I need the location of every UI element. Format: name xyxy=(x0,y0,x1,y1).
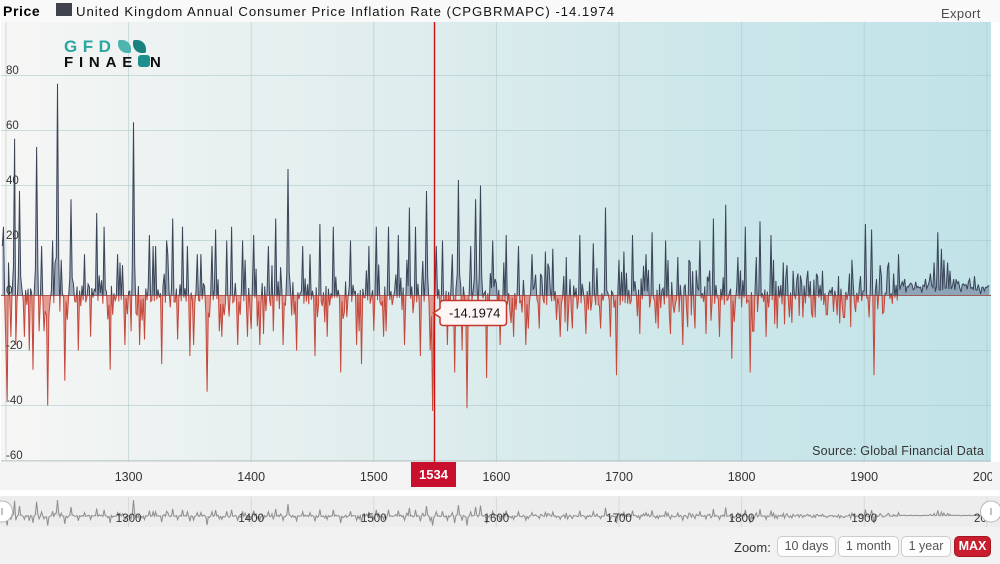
svg-text:-14.1974: -14.1974 xyxy=(449,306,500,321)
